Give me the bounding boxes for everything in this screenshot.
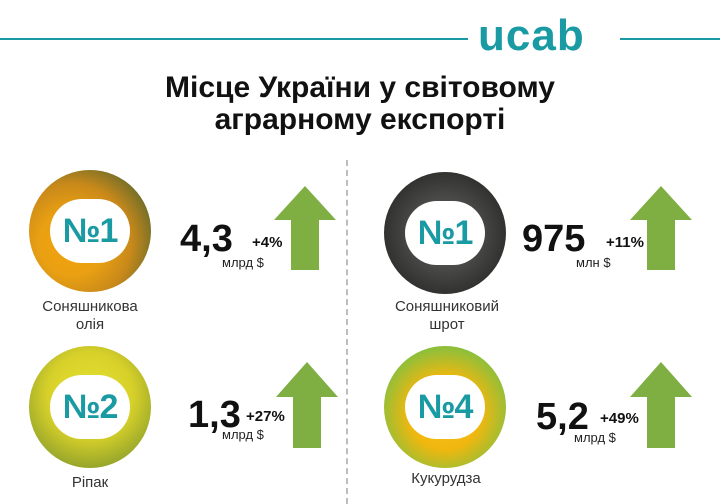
rank-text: №2 (62, 387, 119, 426)
corn-label: Кукурудза (376, 470, 516, 488)
rank-text: №1 (62, 211, 119, 250)
rank-badge: №1 (50, 199, 130, 263)
rank-badge: №4 (405, 375, 485, 439)
rapeseed-image: №2 (29, 346, 151, 468)
sunflower-oil-value: 4,3 (180, 218, 233, 260)
corn-image: №4 (384, 346, 506, 468)
rapeseed-value: 1,3 (188, 394, 241, 436)
sunflower-meal-change: +11% (606, 234, 644, 251)
header-line-left (0, 38, 468, 40)
rapeseed-unit: млрд $ (222, 427, 264, 442)
sunflower-meal-label: Соняшниковий шрот (372, 298, 522, 334)
arrow-up-icon (274, 186, 336, 270)
label-line-1: Соняшниковий (394, 298, 500, 315)
sunflower-meal-unit: млн $ (576, 255, 611, 270)
title-line-1: Місце України у світовому (165, 71, 555, 104)
arrow-up-icon (630, 186, 692, 270)
rank-text: №4 (417, 387, 474, 426)
center-divider (346, 160, 348, 504)
arrow-up-icon (276, 362, 338, 448)
label-line-2: олія (75, 316, 105, 333)
corn-value: 5,2 (536, 396, 589, 438)
corn-unit: млрд $ (574, 430, 616, 445)
rank-badge: №1 (405, 201, 485, 265)
sunflower-meal-value: 975 (522, 218, 586, 260)
sunflower-oil-label: Соняшникова олія (20, 298, 160, 334)
ucab-logo: ucab (478, 11, 585, 60)
label-line-1: Ріпак (71, 474, 109, 491)
arrow-up-icon (630, 362, 692, 448)
rank-badge: №2 (50, 375, 130, 439)
label-line-2: шрот (429, 316, 465, 333)
rapeseed-change: +27% (246, 408, 285, 425)
page-title: Місце України у світовому аграрному експ… (0, 72, 720, 136)
sunflower-oil-image: №1 (29, 170, 151, 292)
label-line-1: Кукурудза (411, 470, 481, 487)
sunflower-oil-unit: млрд $ (222, 255, 264, 270)
sunflower-meal-image: №1 (384, 172, 506, 294)
label-line-1: Соняшникова (42, 298, 138, 315)
corn-change: +49% (600, 410, 639, 427)
title-line-2: аграрному експорті (214, 103, 506, 136)
sunflower-oil-change: +4% (252, 234, 283, 251)
rank-text: №1 (417, 213, 474, 252)
header-line-right (620, 38, 720, 40)
rapeseed-label: Ріпак (20, 474, 160, 492)
